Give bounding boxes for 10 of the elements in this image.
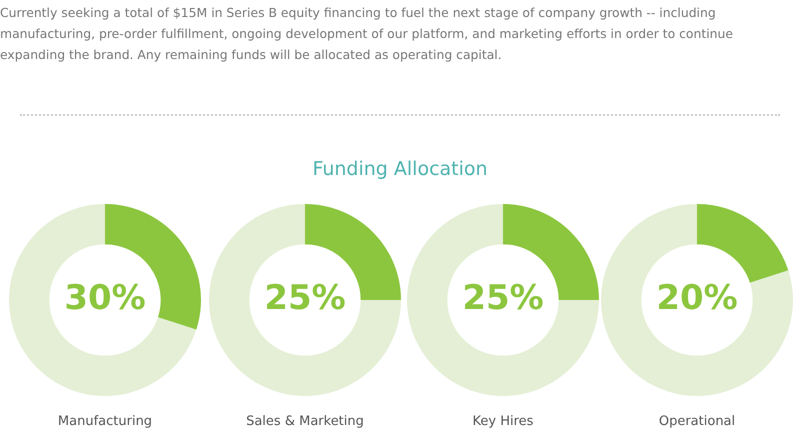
text: Manufacturing xyxy=(56,414,154,429)
text: Funding Allocation xyxy=(311,158,489,180)
data-label: 25% xyxy=(462,278,544,318)
data-label: 25% xyxy=(264,278,346,318)
data-label: 20% xyxy=(656,278,738,318)
text: Key Hires xyxy=(472,414,534,429)
text: Currently seeking a total of $15M in Series B equity financing to fuel the next stage of company growth -- including manufacturing, pre-order fulfillment, ongoing development of our platform, and marketing efforts in order to continue expanding the brand. Any remaining funds will be allocated as operating capital. xyxy=(0,4,734,64)
text: Sales & Marketing xyxy=(245,414,365,429)
data-label: 30% xyxy=(64,278,146,318)
text: Operational xyxy=(658,414,736,429)
